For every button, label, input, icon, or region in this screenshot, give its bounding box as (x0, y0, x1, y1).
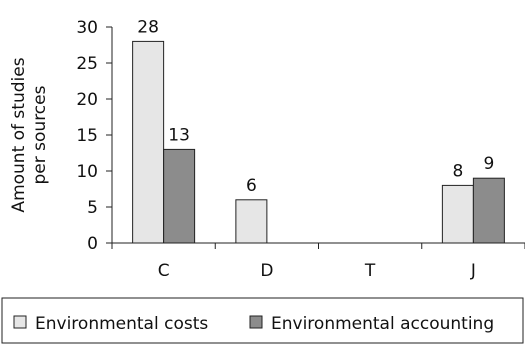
data-label: 9 (483, 154, 494, 174)
bar (441, 184, 474, 244)
y-tick-label: 10 (76, 162, 98, 182)
legend-swatch-environmental-accounting (249, 315, 263, 329)
y-tick-label: 0 (87, 234, 98, 254)
y-tick-label: 25 (76, 54, 98, 74)
legend-label-environmental-costs: Environmental costs (35, 314, 208, 334)
bar (235, 199, 268, 244)
x-tick-label: J (470, 261, 476, 281)
bar (472, 177, 505, 244)
y-tick-label: 30 (76, 18, 98, 38)
y-axis-title-line-1: Amount of studies (9, 57, 29, 212)
data-label: 8 (452, 161, 463, 181)
legend: Environmental costs Environmental accoun… (1, 297, 524, 344)
x-tick-label: T (364, 261, 376, 281)
plot-area: 0 5 10 15 20 25 30 C D T J 28 6 8 13 9 (76, 17, 525, 281)
bar (163, 148, 196, 244)
y-axis-title: Amount of studies per sources (9, 57, 50, 212)
data-label: 6 (246, 176, 257, 196)
legend-swatch-environmental-costs (13, 315, 27, 329)
x-tick-label: D (260, 261, 273, 281)
y-tick-label: 20 (76, 90, 98, 110)
data-label: 13 (168, 125, 190, 145)
y-tick-label: 15 (76, 126, 98, 146)
y-axis-title-line-2: per sources (30, 85, 50, 184)
legend-label-environmental-accounting: Environmental accounting (271, 314, 494, 334)
bar (132, 40, 165, 244)
legend-box (1, 297, 524, 344)
data-label: 28 (137, 17, 159, 37)
x-tick-label: C (158, 261, 170, 281)
y-tick-label: 5 (87, 198, 98, 218)
